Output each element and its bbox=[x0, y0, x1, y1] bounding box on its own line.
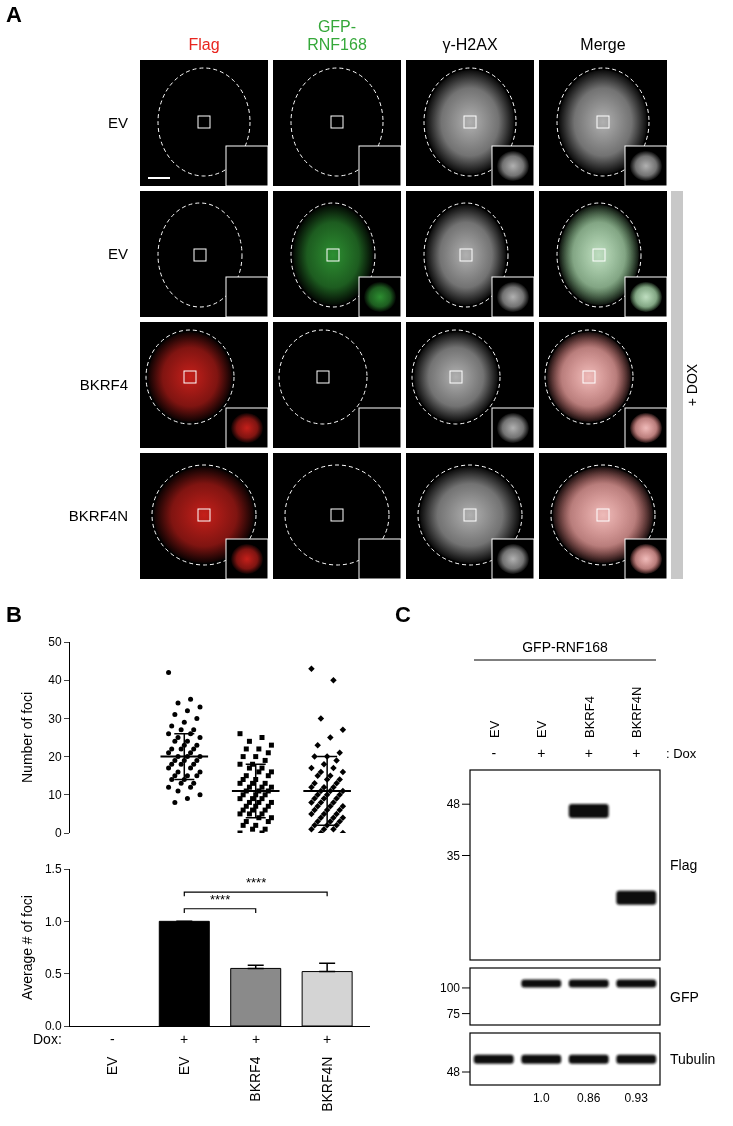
svg-text:A: A bbox=[6, 2, 22, 27]
svg-text:EV: EV bbox=[176, 1056, 192, 1075]
svg-text:C: C bbox=[395, 602, 411, 627]
svg-text:GFP: GFP bbox=[670, 989, 699, 1005]
svg-text:RNF168: RNF168 bbox=[307, 36, 367, 53]
svg-text:1.5: 1.5 bbox=[45, 862, 62, 876]
svg-text:GFP-: GFP- bbox=[318, 18, 356, 35]
svg-text:+ DOX: + DOX bbox=[684, 363, 700, 406]
svg-text:EV: EV bbox=[104, 1056, 120, 1075]
svg-text:+: + bbox=[585, 745, 593, 761]
svg-text:0.0: 0.0 bbox=[45, 1019, 62, 1033]
svg-text:Tubulin: Tubulin bbox=[670, 1051, 715, 1067]
svg-text:γ-H2AX: γ-H2AX bbox=[442, 36, 497, 53]
svg-text:EV: EV bbox=[487, 720, 502, 738]
svg-text:EV: EV bbox=[108, 114, 128, 131]
svg-text:Flag: Flag bbox=[670, 857, 697, 873]
svg-text:****: **** bbox=[210, 892, 230, 907]
svg-text:+: + bbox=[180, 1031, 188, 1047]
svg-text:-: - bbox=[491, 745, 496, 761]
svg-text:0.5: 0.5 bbox=[45, 967, 62, 981]
svg-text:EV: EV bbox=[108, 245, 128, 262]
svg-text:+: + bbox=[537, 745, 545, 761]
svg-text:75: 75 bbox=[447, 1007, 461, 1021]
svg-text:1.0: 1.0 bbox=[533, 1091, 550, 1105]
svg-text:: Dox: : Dox bbox=[666, 746, 697, 761]
svg-text:30: 30 bbox=[48, 712, 62, 726]
svg-text:0.93: 0.93 bbox=[625, 1091, 649, 1105]
svg-text:Dox:: Dox: bbox=[33, 1031, 62, 1047]
svg-text:Number of foci: Number of foci bbox=[19, 692, 35, 783]
svg-text:+: + bbox=[252, 1031, 260, 1047]
svg-text:48: 48 bbox=[447, 797, 461, 811]
svg-text:50: 50 bbox=[48, 635, 62, 649]
svg-text:BKRF4N: BKRF4N bbox=[629, 687, 644, 738]
svg-text:BKRF4N: BKRF4N bbox=[319, 1057, 335, 1112]
svg-text:BKRF4: BKRF4 bbox=[247, 1056, 263, 1101]
svg-text:GFP-RNF168: GFP-RNF168 bbox=[522, 639, 608, 655]
svg-text:100: 100 bbox=[440, 981, 460, 995]
svg-text:-: - bbox=[110, 1031, 115, 1047]
svg-text:Flag: Flag bbox=[188, 36, 219, 53]
svg-text:BKRF4: BKRF4 bbox=[582, 696, 597, 738]
svg-text:1.0: 1.0 bbox=[45, 915, 62, 929]
svg-text:+: + bbox=[632, 745, 640, 761]
svg-text:BKRF4N: BKRF4N bbox=[69, 507, 128, 524]
svg-text:****: **** bbox=[246, 875, 266, 890]
svg-text:BKRF4: BKRF4 bbox=[80, 376, 128, 393]
svg-text:EV: EV bbox=[534, 720, 549, 738]
svg-text:35: 35 bbox=[447, 849, 461, 863]
svg-text:40: 40 bbox=[48, 673, 62, 687]
svg-text:Merge: Merge bbox=[580, 36, 625, 53]
svg-text:Average # of foci: Average # of foci bbox=[19, 895, 35, 1000]
svg-text:0: 0 bbox=[55, 826, 62, 840]
svg-text:0.86: 0.86 bbox=[577, 1091, 601, 1105]
svg-text:+: + bbox=[323, 1031, 331, 1047]
svg-text:B: B bbox=[6, 602, 22, 627]
svg-text:20: 20 bbox=[48, 750, 62, 764]
svg-text:48: 48 bbox=[447, 1065, 461, 1079]
svg-text:10: 10 bbox=[48, 788, 62, 802]
